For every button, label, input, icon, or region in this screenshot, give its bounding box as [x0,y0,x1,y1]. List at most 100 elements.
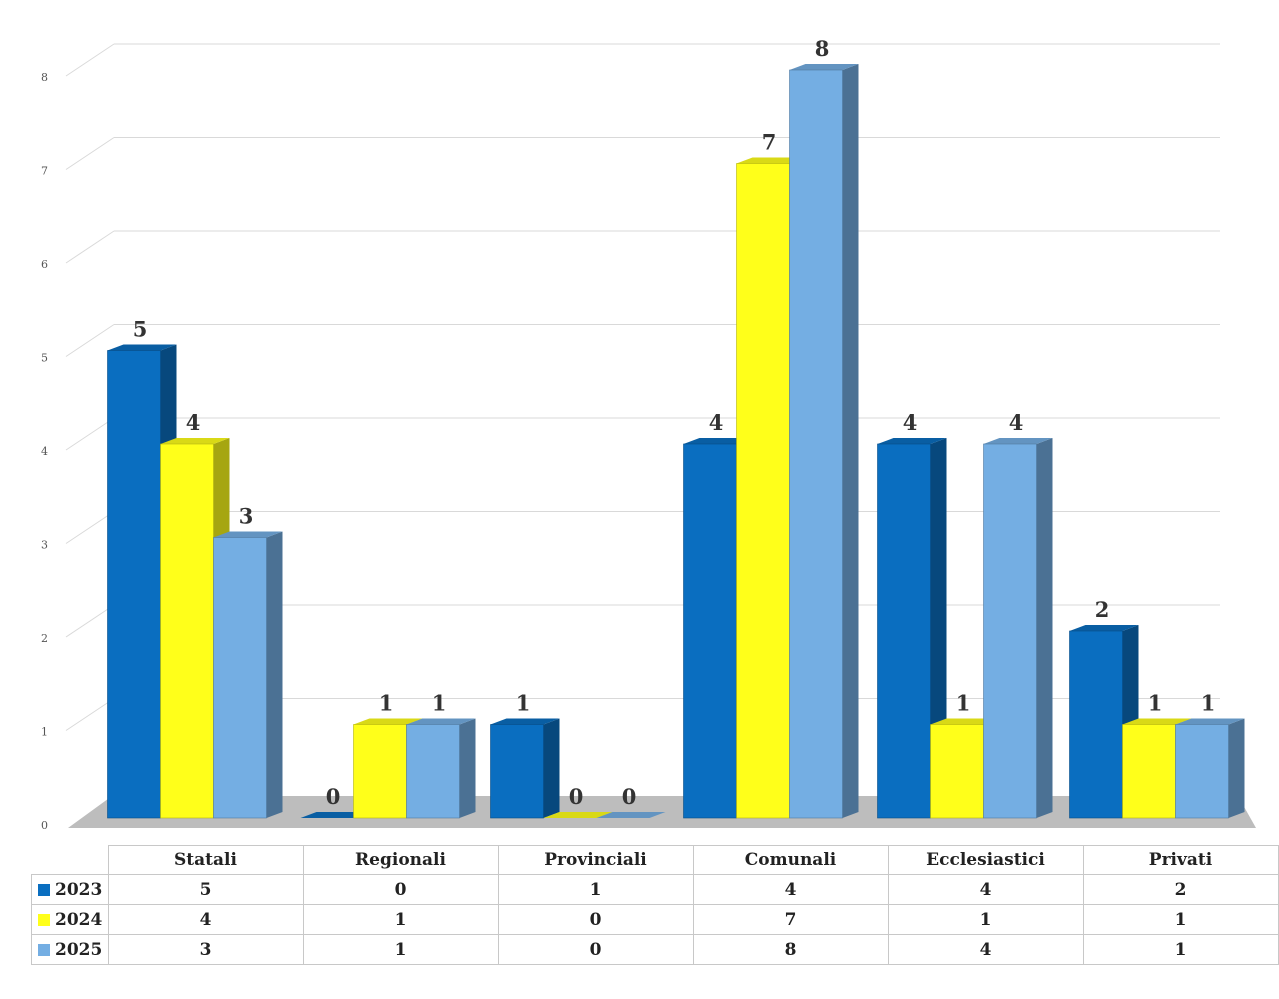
table-corner-cell [31,845,109,875]
data-label: 1 [379,691,394,716]
bar-top [1069,625,1139,631]
table-cell: 4 [887,934,1084,965]
gridlines: 0 1 2 3 4 5 6 7 8 [41,43,1220,832]
y-tick-label: 8 [41,71,48,84]
bar-top [160,438,230,444]
table-cell: 1 [302,934,499,965]
category-header: Statali [107,845,304,875]
table-cell: 1 [1082,904,1279,935]
legend-key-2025: 2025 [31,934,109,965]
bar-top [683,438,753,444]
gridline-diagonal [65,137,115,170]
bar [1122,724,1176,819]
data-label: 1 [1148,691,1163,716]
series-name: 2024 [55,909,103,930]
category-header: Privati [1082,845,1279,875]
gridline-diagonal [65,604,115,638]
bar-top [789,64,859,70]
data-label: 4 [186,410,201,435]
bar [930,724,984,819]
bar [353,724,407,819]
bar-top [300,812,370,818]
bar [213,537,267,819]
gridline-diagonal [65,230,115,264]
bar-top [406,718,476,725]
legend-key-2024: 2024 [31,904,109,935]
y-tick-label: 4 [41,445,48,458]
series-name: 2025 [55,939,103,960]
data-label: 1 [432,691,447,716]
category-header: Comunali [692,845,889,875]
data-label: 1 [956,691,971,716]
table-row-2023: 2023 5 0 1 4 4 2 [31,874,1279,905]
table-cell: 1 [302,904,499,935]
bar-top [877,438,947,444]
y-tick-label: 2 [41,632,48,645]
bar [490,724,544,819]
data-label: 0 [622,784,637,809]
table-cell: 5 [107,874,304,905]
data-label: 4 [709,410,724,435]
table-cell: 1 [497,874,694,905]
bar-side [543,718,560,818]
data-table: Statali Regionali Provinciali Comunali E… [31,845,1279,965]
bar-top [107,344,177,351]
y-tick-label: 5 [41,352,48,365]
bar [406,724,460,819]
bar [683,443,737,819]
bar-top [213,531,283,538]
data-label: 3 [239,504,254,529]
gridline-diagonal [65,324,115,357]
bar-chart: 0 1 2 3 4 5 6 7 8 5 4 3 0 1 1 1 0 0 4 7 8 4 1 4 2 1 1 [41,36,1256,832]
table-cell: 0 [302,874,499,905]
gridline-diagonal [65,417,115,451]
data-label: 0 [569,784,584,809]
table-cell: 4 [107,904,304,935]
data-label: 2 [1095,597,1110,622]
table-row-2025: 2025 3 1 0 8 4 1 [31,934,1279,965]
data-labels: 5 4 3 0 1 1 1 0 0 4 7 8 4 1 4 2 1 1 [133,36,1216,809]
bar-side [459,718,476,818]
gridline-diagonal [65,511,115,544]
bar [789,69,843,819]
bars [107,64,1245,819]
data-label: 7 [762,130,777,155]
y-tick-label: 1 [41,726,48,739]
bar-side [266,531,283,818]
bar-side [1036,438,1053,818]
table-cell: 4 [692,874,889,905]
table-cell: 3 [107,934,304,965]
data-label: 1 [1201,691,1216,716]
category-header: Regionali [302,845,499,875]
table-cell: 0 [497,904,694,935]
data-label: 5 [133,317,148,342]
table-cell: 7 [692,904,889,935]
bar [983,443,1037,819]
gridline-diagonal [65,698,115,731]
data-label: 0 [326,784,341,809]
data-label: 1 [516,691,531,716]
bar [1069,630,1123,819]
y-tick-label: 6 [41,258,48,271]
y-tick-label: 3 [41,539,48,552]
table-cell: 1 [887,904,1084,935]
y-tick-label: 0 [41,819,48,832]
bar-top [736,157,806,164]
gridline-diagonal [65,43,115,77]
bar-side [842,64,859,818]
table-row-2024: 2024 4 1 0 7 1 1 [31,904,1279,935]
legend-key-2023: 2023 [31,874,109,905]
legend-swatch [38,913,50,926]
bar-top [543,812,613,818]
bar [736,163,790,819]
y-tick-label: 7 [41,165,48,178]
bar-top [983,438,1053,444]
table-cell: 8 [692,934,889,965]
table-cell: 2 [1082,874,1279,905]
legend-swatch [38,883,50,896]
category-header: Ecclesiastici [887,845,1084,875]
bar-top [490,718,560,725]
bar-top [353,718,423,725]
table-cell: 0 [497,934,694,965]
